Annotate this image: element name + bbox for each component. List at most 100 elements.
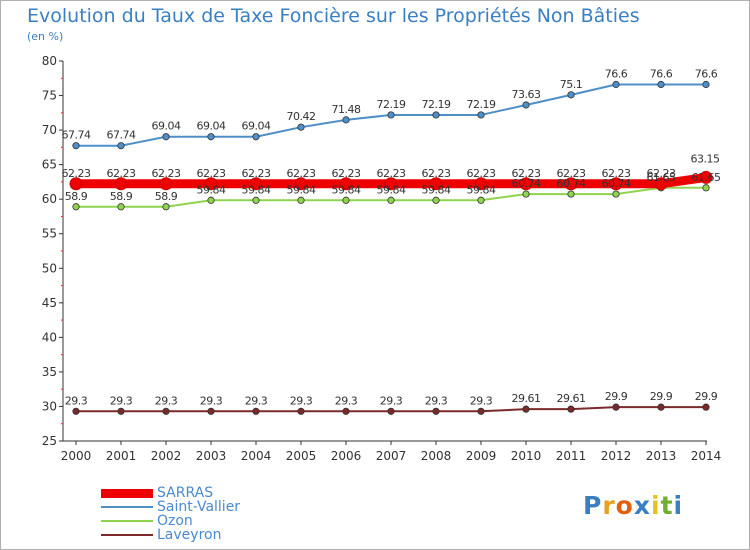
data-label: 76.6 [605,67,628,80]
data-label: 29.9 [695,390,718,403]
y-tick-label: 30 [42,399,57,413]
data-point [522,405,530,413]
data-label: 60.74 [557,177,586,190]
data-label: 29.3 [335,394,358,407]
legend-swatch [101,534,153,536]
data-point [297,123,305,131]
data-point [387,111,395,119]
y-tick-label: 40 [42,330,57,344]
data-label: 62.23 [377,167,406,180]
data-point [207,133,215,141]
data-point [72,407,80,415]
data-point [117,142,125,150]
data-point [297,407,305,415]
x-tick-label: 2004 [241,449,272,463]
x-tick-label: 2012 [601,449,632,463]
x-tick-label: 2009 [466,449,497,463]
data-label: 58.9 [65,190,88,203]
x-tick-label: 2013 [646,449,677,463]
data-point [159,177,173,191]
x-tick-label: 2005 [286,449,317,463]
data-point [702,80,710,89]
data-label: 71.48 [332,103,361,116]
data-point [477,407,485,415]
data-point [342,196,350,204]
legend-label: SARRAS [157,485,214,501]
data-label: 62.23 [512,167,541,180]
data-point [207,196,215,204]
data-label: 62.23 [62,167,91,180]
data-point [654,177,668,191]
data-point [387,407,395,415]
data-label: 58.9 [155,190,178,203]
data-point [249,177,263,191]
proxiti-logo: Proxiti [583,491,683,520]
data-point [612,403,620,411]
data-label: 59.84 [287,183,316,196]
data-label: 62.23 [647,167,676,180]
data-label: 29.3 [155,394,178,407]
data-label: 29.3 [290,394,313,407]
data-point [657,403,665,411]
data-point [432,111,440,119]
data-label: 62.23 [107,167,136,180]
data-label: 70.42 [287,110,316,123]
data-label: 62.23 [422,167,451,180]
data-point [432,196,440,204]
data-label: 29.3 [245,394,268,407]
y-tick-label: 65 [42,158,57,172]
data-point [72,142,80,150]
data-label: 62.23 [557,167,586,180]
data-label: 29.3 [110,394,133,407]
data-point [519,177,533,191]
x-tick-label: 2011 [556,449,587,463]
y-tick-label: 60 [42,192,57,206]
data-label: 63.15 [691,152,720,165]
data-label: 69.04 [197,120,226,133]
x-tick-label: 2001 [106,449,137,463]
data-point [162,133,170,141]
data-label: 29.3 [380,394,403,407]
data-point [342,407,350,415]
data-point [429,177,443,191]
y-axis-unit-label: (en %) [27,30,64,43]
data-label: 29.9 [605,390,628,403]
y-tick-label: 35 [42,365,57,379]
data-label: 72.19 [422,98,451,111]
y-tick-label: 45 [42,296,57,310]
data-point [69,177,83,191]
data-point [162,407,170,415]
data-label: 59.84 [242,183,271,196]
data-point [699,170,713,184]
logo-letter: t [660,491,674,520]
logo-letter: i [651,491,661,520]
legend-swatch [101,506,153,508]
y-tick-label: 55 [42,227,57,241]
logo-letter: o [615,491,634,520]
data-label: 29.61 [512,392,541,405]
data-label: 62.23 [467,167,496,180]
y-tick-label: 25 [42,434,57,448]
logo-letter: r [602,491,616,520]
data-label: 29.3 [470,394,493,407]
data-point [342,116,350,124]
data-label: 61.65 [692,171,721,184]
data-label: 75.1 [560,78,583,91]
data-point [567,190,575,198]
data-label: 60.74 [512,177,541,190]
legend-label: Ozon [157,513,193,529]
data-point [612,80,620,89]
data-label: 29.3 [65,394,88,407]
legend-item-laveyron: Laveyron [101,528,240,542]
data-point [384,177,398,191]
x-tick-label: 2006 [331,449,362,463]
data-label: 73.63 [512,88,541,101]
data-point [702,184,710,192]
data-point [702,403,710,411]
data-label: 76.6 [695,67,718,80]
data-point [612,190,620,198]
data-point [522,101,530,109]
data-label: 58.9 [110,190,133,203]
data-label: 76.6 [650,67,673,80]
data-label: 69.04 [152,120,181,133]
